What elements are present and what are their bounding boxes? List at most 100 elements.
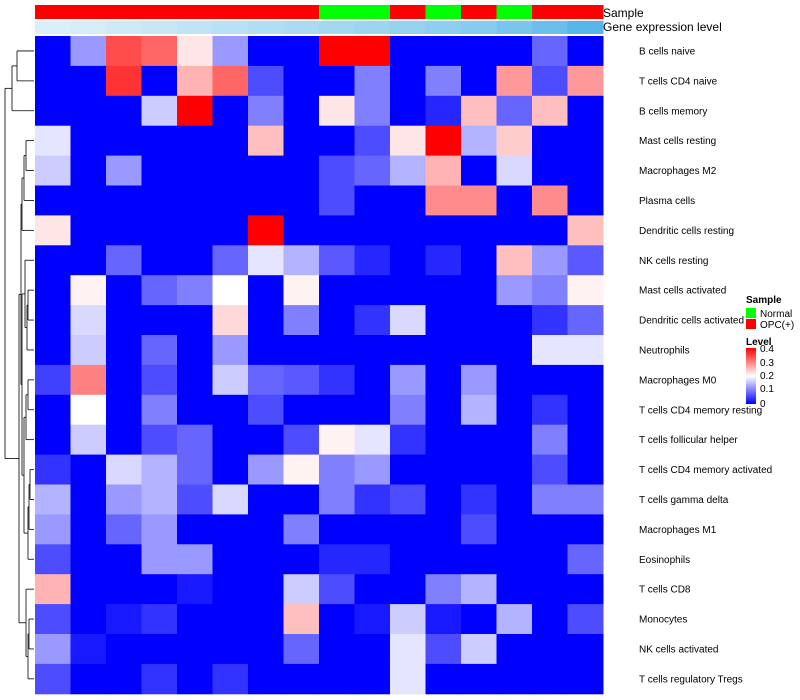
row-label: T cells CD4 memory resting xyxy=(639,405,762,416)
heatmap-cell xyxy=(35,634,71,665)
heatmap-cell xyxy=(106,364,142,396)
heatmap-cell xyxy=(390,454,426,485)
heatmap-cell xyxy=(212,514,249,545)
sample-annotation-cell xyxy=(461,5,497,19)
heatmap-cell xyxy=(461,95,497,127)
legend-level-gradient xyxy=(746,348,756,404)
heatmap-cell xyxy=(141,663,178,695)
heatmap-cell xyxy=(35,95,71,127)
heatmap-cell xyxy=(567,335,604,366)
heatmap-cell xyxy=(425,245,462,276)
expression-annotation-cell xyxy=(283,21,320,34)
heatmap-cell xyxy=(177,394,213,426)
heatmap-cell xyxy=(141,185,178,216)
heatmap-cell xyxy=(248,604,284,635)
heatmap-cell xyxy=(248,275,284,306)
heatmap-cell xyxy=(248,454,284,485)
heatmap-cell xyxy=(248,394,284,426)
heatmap-cell xyxy=(70,484,107,515)
row-label: T cells regulatory Tregs xyxy=(639,674,743,685)
heatmap-cell xyxy=(354,305,391,336)
heatmap-cell xyxy=(141,544,178,575)
heatmap-cell xyxy=(567,364,604,396)
row-labels: B cells naive T cells CD4 naive B cells me… xyxy=(639,46,772,685)
heatmap-cell xyxy=(212,424,249,456)
heatmap-cell xyxy=(248,65,284,97)
heatmap-cell xyxy=(532,514,568,545)
heatmap-cell xyxy=(425,424,462,456)
heatmap-cell xyxy=(461,604,497,635)
heatmap-cell xyxy=(106,305,142,336)
heatmap-cell xyxy=(354,394,391,426)
expression-annotation-label: Gene expression level xyxy=(603,20,722,34)
heatmap-cell xyxy=(567,36,604,67)
heatmap-cell xyxy=(106,185,142,216)
heatmap-cell xyxy=(319,275,355,306)
heatmap-cell xyxy=(425,364,462,396)
heatmap-cell xyxy=(141,424,178,456)
heatmap-cell xyxy=(248,305,284,336)
heatmap-cell xyxy=(496,125,533,157)
heatmap-cell xyxy=(532,215,568,246)
heatmap-cell xyxy=(425,663,462,695)
heatmap-cell xyxy=(496,424,533,456)
heatmap-cell xyxy=(532,305,568,336)
heatmap-cell xyxy=(177,634,213,665)
heatmap-cell xyxy=(425,604,462,635)
heatmap-cell xyxy=(425,634,462,665)
heatmap-cell xyxy=(70,36,107,67)
heatmap-cell xyxy=(248,185,284,216)
row-label: Plasma cells xyxy=(639,196,695,207)
heatmap-cell xyxy=(106,454,142,485)
heatmap-cell xyxy=(35,305,71,336)
heatmap-cell xyxy=(212,155,249,186)
heatmap-cell xyxy=(319,185,355,216)
heatmap-cell xyxy=(532,574,568,605)
heatmap-cell xyxy=(212,245,249,276)
heatmap-cell xyxy=(70,574,107,605)
heatmap-cell xyxy=(35,275,71,306)
heatmap-cell xyxy=(390,95,426,127)
heatmap-cell xyxy=(106,424,142,456)
heatmap-cell xyxy=(35,544,71,575)
heatmap-cell xyxy=(532,155,568,186)
heatmap-cell xyxy=(567,125,604,157)
heatmap-cell xyxy=(354,65,391,97)
heatmap-cell xyxy=(567,185,604,216)
heatmap-cell xyxy=(461,663,497,695)
heatmap-cell xyxy=(212,125,249,157)
heatmap-cell xyxy=(567,95,604,127)
heatmap-cell xyxy=(248,663,284,695)
expression-annotation-cell xyxy=(567,21,604,34)
heatmap-cell xyxy=(425,36,462,67)
legend-tick-label: 0.4 xyxy=(760,344,774,355)
heatmap-cell xyxy=(319,544,355,575)
expression-annotation-cell xyxy=(106,21,142,34)
heatmap-cell xyxy=(354,95,391,127)
heatmap-cell xyxy=(283,305,320,336)
expression-annotation-cell xyxy=(532,21,568,34)
heatmap-cell xyxy=(35,185,71,216)
legend-tick-label: 0 xyxy=(760,399,766,410)
heatmap-cell xyxy=(106,215,142,246)
heatmap-cell xyxy=(390,364,426,396)
heatmap-cell xyxy=(283,185,320,216)
heatmap-cell xyxy=(461,574,497,605)
heatmap-cell xyxy=(425,574,462,605)
heatmap-cell xyxy=(532,185,568,216)
heatmap-cell xyxy=(532,604,568,635)
row-label: Dendritic cells resting xyxy=(639,226,734,237)
sample-annotation-cell xyxy=(141,5,178,19)
heatmap-cell xyxy=(461,185,497,216)
heatmap-cell xyxy=(106,125,142,157)
heatmap-cell xyxy=(496,215,533,246)
heatmap-cell xyxy=(283,394,320,426)
heatmap-cell xyxy=(70,335,107,366)
heatmap-cell xyxy=(496,155,533,186)
heatmap-cell xyxy=(106,155,142,186)
heatmap-cell xyxy=(212,65,249,97)
heatmap-cell xyxy=(70,245,107,276)
heatmap-cell xyxy=(354,185,391,216)
heatmap-cell xyxy=(212,95,249,127)
heatmap-cell xyxy=(496,36,533,67)
